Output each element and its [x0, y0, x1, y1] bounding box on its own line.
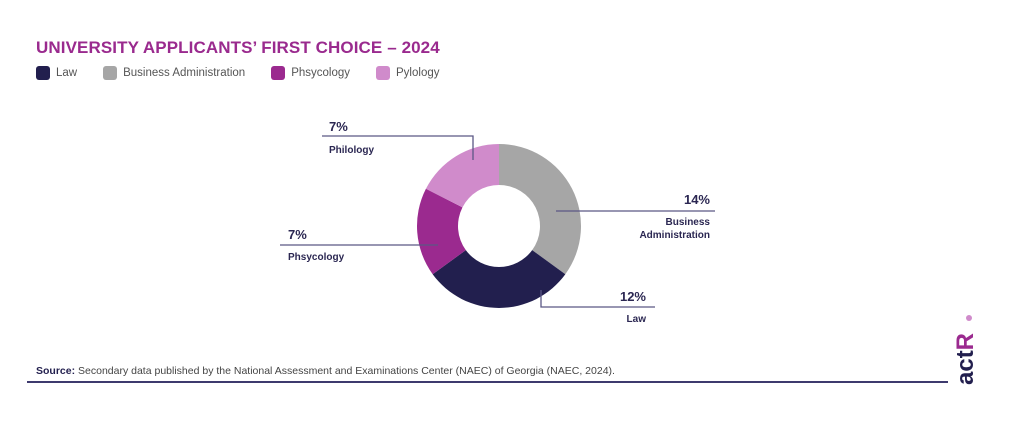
- value-label-law: 12%: [620, 289, 646, 304]
- category-label-philology: Philology: [329, 145, 374, 156]
- value-label-phsycology: 7%: [288, 227, 307, 242]
- slice-business-administration: [499, 144, 581, 275]
- legend-item-pylology: Pylology: [376, 66, 439, 80]
- slice-phsycology: [417, 188, 466, 275]
- legend-item-phsycology: Phsycology: [271, 66, 350, 80]
- legend-item-law: Law: [36, 66, 77, 80]
- legend-label-business-administration: Business Administration: [123, 67, 246, 79]
- category-label-line2-business-administration: Administration: [639, 230, 710, 241]
- logo-text: actR: [952, 333, 979, 385]
- logo-dot: [966, 315, 972, 321]
- chart-title: UNIVERSITY APPLICANTS’ FIRST CHOICE – 20…: [36, 38, 440, 57]
- legend-swatch-law: [36, 66, 50, 80]
- leader-line-law: [540, 290, 655, 308]
- legend-swatch-business-administration: [103, 66, 118, 80]
- source-note: Source: Secondary data published by the …: [36, 365, 615, 377]
- legend-label-law: Law: [56, 67, 78, 79]
- value-label-philology: 7%: [329, 119, 348, 134]
- legend-label-phsycology: Phsycology: [291, 67, 351, 79]
- legend-swatch-phsycology: [271, 66, 286, 80]
- source-text: Secondary data published by the National…: [75, 365, 615, 377]
- value-label-business-administration: 14%: [684, 192, 710, 207]
- actr-logo: actR: [952, 315, 979, 385]
- category-label-business-administration: Business: [666, 217, 711, 228]
- category-label-law: Law: [627, 314, 647, 325]
- footer-divider: [27, 381, 948, 383]
- legend-label-pylology: Pylology: [396, 67, 440, 79]
- legend-item-business-administration: Business Administration: [103, 66, 245, 80]
- leader-line-philology: [322, 135, 474, 160]
- legend-swatch-pylology: [376, 66, 391, 80]
- slice-law: [432, 250, 566, 309]
- source-label: Source:: [36, 365, 76, 377]
- category-label-phsycology: Phsycology: [288, 252, 345, 263]
- slice-philology: [425, 144, 499, 208]
- legend: Law Business Administration Phsycology P…: [36, 66, 465, 80]
